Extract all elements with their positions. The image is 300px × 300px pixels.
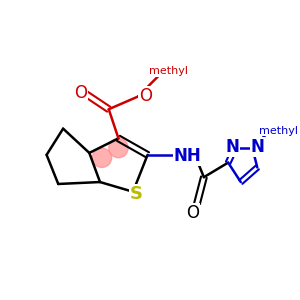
Text: N: N xyxy=(225,138,239,156)
Text: NH: NH xyxy=(173,147,201,165)
Text: O: O xyxy=(139,87,152,105)
Text: methyl: methyl xyxy=(149,66,188,76)
Circle shape xyxy=(92,148,112,167)
Text: methyl: methyl xyxy=(259,126,298,136)
Text: S: S xyxy=(129,185,142,203)
Text: O: O xyxy=(74,84,87,102)
Text: N: N xyxy=(250,138,264,156)
Text: O: O xyxy=(186,204,199,222)
Circle shape xyxy=(109,138,128,158)
